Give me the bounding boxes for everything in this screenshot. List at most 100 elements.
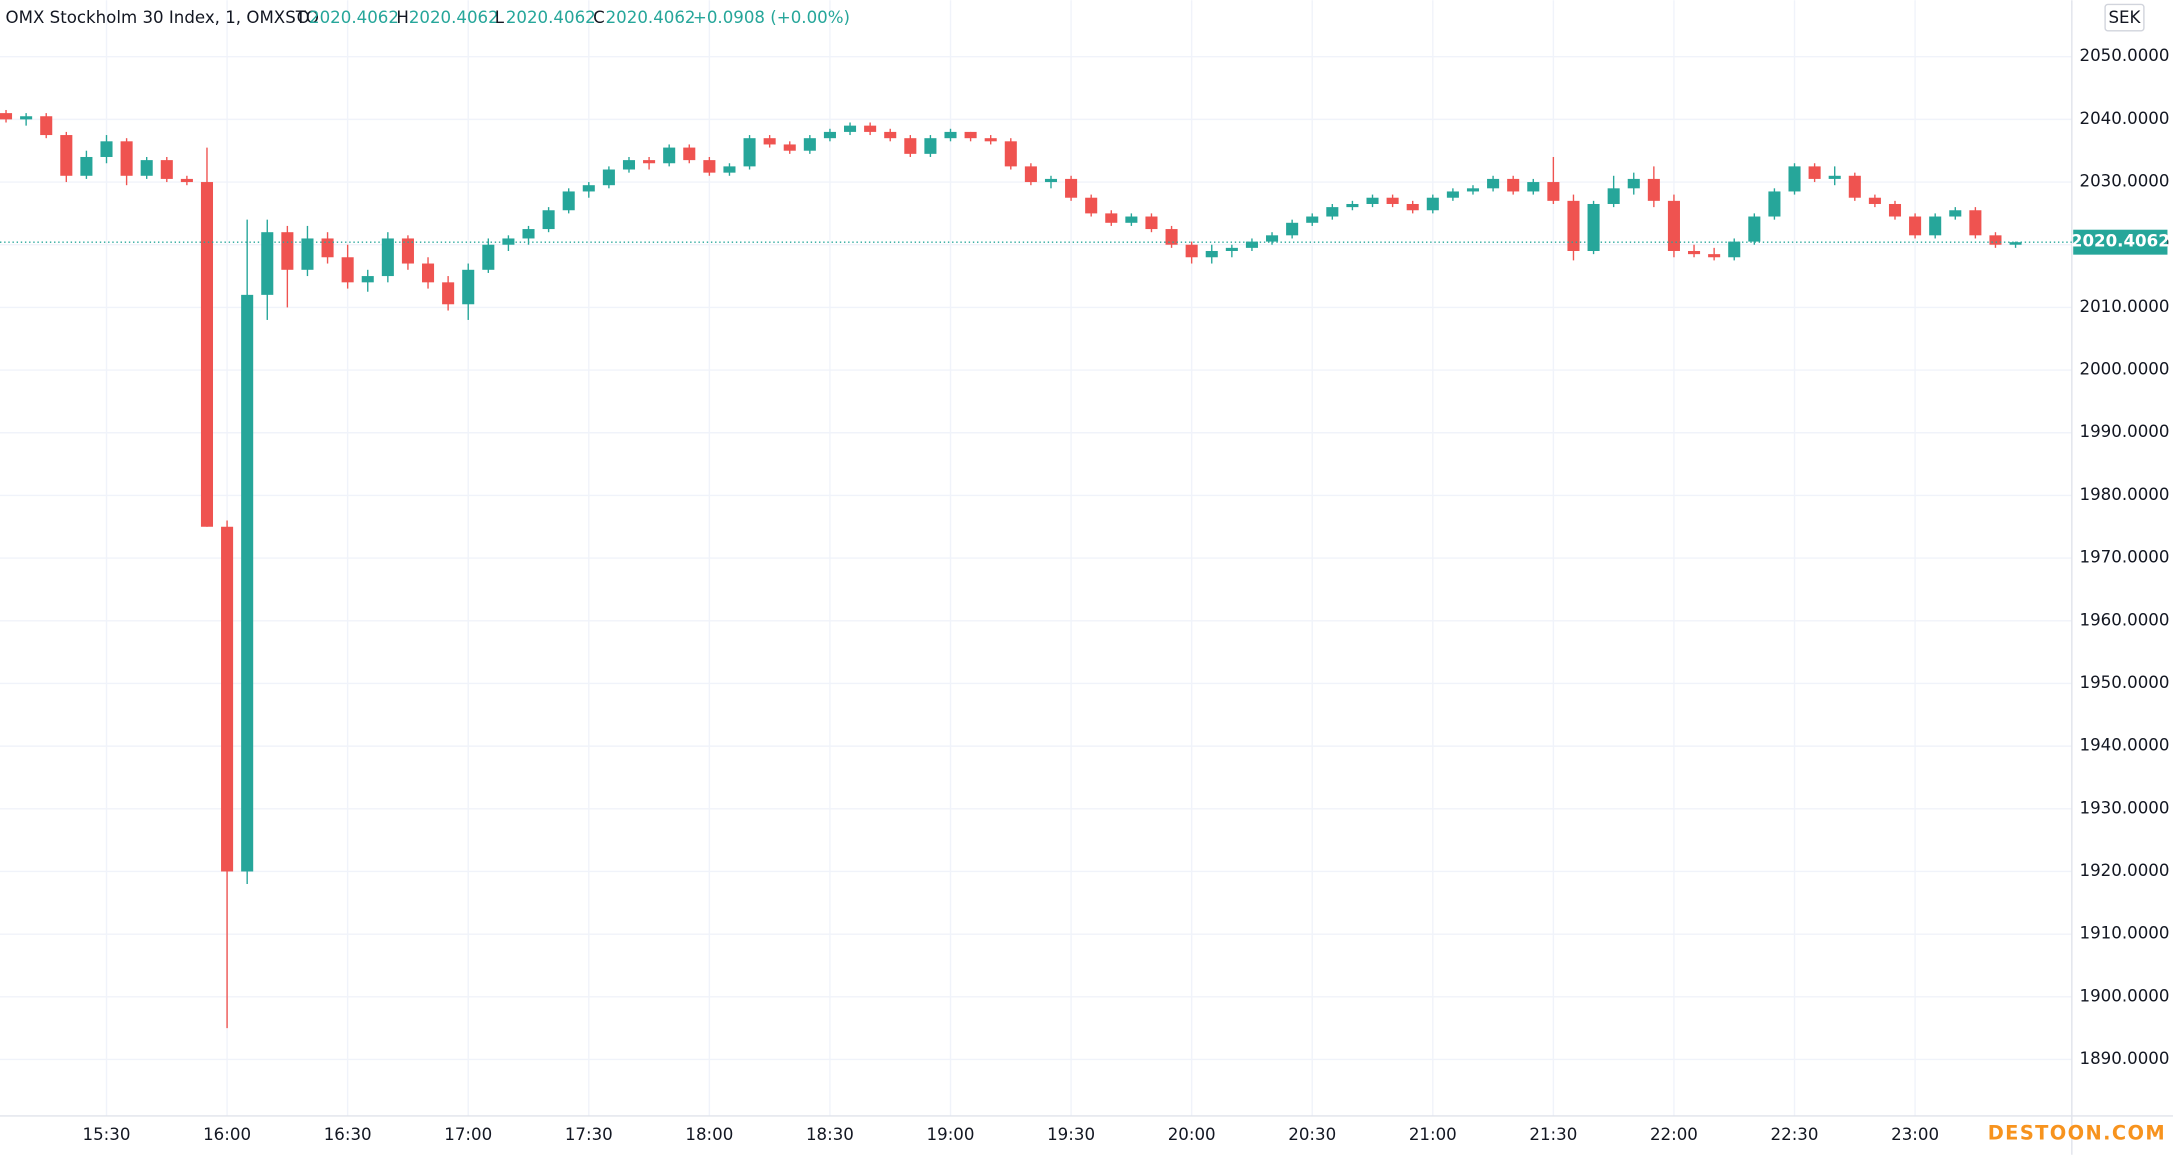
candle-body xyxy=(381,238,394,277)
candle-body xyxy=(160,160,173,179)
candle-body xyxy=(0,113,13,120)
candle-body xyxy=(582,185,595,192)
candle-body xyxy=(301,238,314,270)
candle-body xyxy=(1768,191,1781,217)
candle-body xyxy=(1145,216,1158,230)
x-tick-label: 19:30 xyxy=(1047,1125,1095,1144)
candle-body xyxy=(763,138,776,145)
candle-body xyxy=(1728,241,1741,258)
candle-body xyxy=(1888,203,1902,217)
candle-body xyxy=(40,116,53,136)
candle-body xyxy=(542,210,555,230)
candle-body xyxy=(180,178,193,183)
y-tick-label: 2000.0000 xyxy=(2080,360,2170,379)
candle-body xyxy=(1205,250,1218,258)
x-tick-label: 20:30 xyxy=(1288,1125,1336,1144)
candle-body xyxy=(261,232,274,295)
candle-body xyxy=(1909,216,1922,236)
candle-body xyxy=(1848,175,1861,198)
currency[interactable]: SEK xyxy=(2109,8,2142,27)
candle-body xyxy=(1929,216,1942,236)
candle-body xyxy=(1065,178,1078,198)
y-tick-label: 1940.0000 xyxy=(2080,736,2170,755)
candle-body xyxy=(1667,200,1680,251)
candle-body xyxy=(663,147,676,164)
y-tick-label: 1920.0000 xyxy=(2080,861,2170,880)
candle-body xyxy=(1567,200,1580,251)
candle-body xyxy=(743,138,756,167)
y-tick-label: 1910.0000 xyxy=(2080,924,2170,943)
y-tick-label: 1970.0000 xyxy=(2080,548,2170,567)
candle-body xyxy=(422,263,435,283)
candle-body xyxy=(1165,229,1178,245)
candle-body xyxy=(1245,241,1258,248)
high-label: H xyxy=(396,8,409,27)
candle-body xyxy=(823,131,836,139)
y-tick-label: 1900.0000 xyxy=(2080,986,2170,1005)
candle-body xyxy=(643,160,656,164)
candle-body xyxy=(964,131,977,139)
candle-body xyxy=(984,138,997,142)
candle-body xyxy=(884,131,897,139)
candle-body xyxy=(1788,166,1801,192)
candles xyxy=(0,109,2022,1029)
candle-body xyxy=(321,238,334,258)
high-value: 2020.4062 xyxy=(409,8,499,27)
candle-body xyxy=(140,160,153,176)
candle-body xyxy=(20,116,33,120)
candle-body xyxy=(60,135,73,176)
candle-body xyxy=(562,191,575,211)
chart-title: OMX Stockholm 30 Index, 1, OMXSTO xyxy=(6,8,319,27)
y-tick-label: 2010.0000 xyxy=(2080,297,2170,316)
y-tick-label: 1950.0000 xyxy=(2080,673,2170,692)
x-tick-label: 22:00 xyxy=(1650,1125,1698,1144)
y-tick-label: 2030.0000 xyxy=(2080,172,2170,191)
candle-body xyxy=(1487,178,1500,189)
y-tick-label: 1890.0000 xyxy=(2080,1049,2170,1068)
candle-body xyxy=(1507,178,1520,192)
candle-body xyxy=(1044,178,1058,183)
candle-body xyxy=(401,238,414,264)
y-tick-label: 2040.0000 xyxy=(2080,109,2170,128)
y-tick-label: 1930.0000 xyxy=(2080,798,2170,817)
candle-body xyxy=(1386,197,1399,204)
x-tick-label: 21:30 xyxy=(1529,1125,1577,1144)
candle-body xyxy=(522,229,535,239)
candle-body xyxy=(1949,210,1962,217)
candle-body xyxy=(241,294,254,872)
candle-body xyxy=(1125,216,1138,223)
candle-body xyxy=(1326,207,1339,217)
candle-body xyxy=(944,131,957,139)
candle-body xyxy=(1627,178,1640,189)
candle-body xyxy=(703,160,716,173)
candle-body xyxy=(1527,182,1540,192)
candle-body xyxy=(1647,178,1660,201)
low-value: 2020.4062 xyxy=(506,8,596,27)
candle-body xyxy=(1225,247,1238,251)
currency-box[interactable] xyxy=(2104,3,2145,32)
candle-body xyxy=(1748,216,1761,242)
low-label: L xyxy=(495,8,505,27)
candle-body xyxy=(602,169,615,186)
open-value: 2020.4062 xyxy=(309,8,399,27)
candle-body xyxy=(1085,197,1098,214)
candle-body xyxy=(924,138,937,154)
candle-body xyxy=(1406,203,1419,211)
close-value: 2020.4062 xyxy=(606,8,696,27)
last-price-label: 2020.4062 xyxy=(2071,232,2170,251)
candle-body xyxy=(1185,244,1198,258)
candle-body xyxy=(864,125,877,132)
candle-body xyxy=(622,160,636,170)
y-tick-label: 1960.0000 xyxy=(2080,610,2170,629)
y-tick-label: 1980.0000 xyxy=(2080,485,2170,504)
candle-body xyxy=(723,166,736,173)
x-tick-label: 18:30 xyxy=(806,1125,854,1144)
candle-body xyxy=(1828,175,1841,179)
candle-body xyxy=(1266,235,1279,242)
candle-body xyxy=(221,526,234,872)
candle-body xyxy=(1547,182,1560,201)
candle-body xyxy=(1688,250,1701,255)
x-tick-label: 22:30 xyxy=(1771,1125,1819,1144)
candle-body xyxy=(904,138,917,154)
